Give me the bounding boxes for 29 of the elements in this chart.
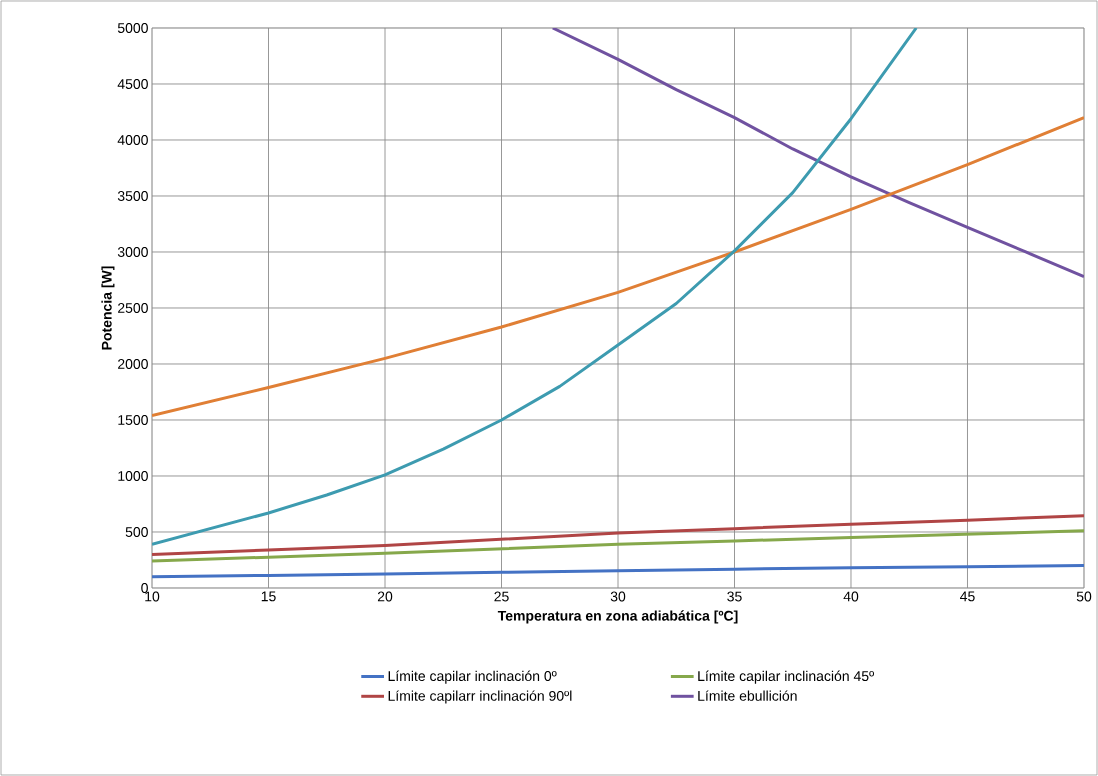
- x-tick-label: 30: [610, 591, 626, 602]
- y-tick-label: 500: [125, 527, 148, 537]
- y-tick-label: 3500: [117, 191, 148, 201]
- x-tick-label: 45: [960, 591, 975, 602]
- y-tick-label: 3000: [117, 247, 148, 257]
- legend-label: Límite capilarr inclinación 90ºl: [388, 690, 572, 704]
- x-tick-label: 25: [494, 591, 509, 602]
- x-axis-title: Temperatura en zona adiabática [ºC]: [497, 610, 738, 624]
- x-tick-label: 50: [1076, 591, 1092, 602]
- y-tick-label: 4000: [117, 135, 148, 145]
- x-tick-label: 35: [727, 591, 742, 602]
- line-series: [152, 564, 1084, 579]
- x-tick-label: 10: [145, 591, 160, 602]
- y-tick-label: 4500: [117, 79, 148, 89]
- y-tick-label: 2000: [118, 359, 148, 369]
- y-tick-label: 0: [141, 583, 148, 593]
- legend-label: Límite ebullición: [698, 690, 797, 701]
- y-tick-label: 1500: [118, 415, 148, 425]
- legend-label: Límite capilar inclinación 0º: [388, 670, 557, 684]
- y-tick-label: 5000: [117, 23, 148, 33]
- x-tick-label: 15: [261, 591, 276, 602]
- y-axis-title: Potencia [W]: [101, 266, 115, 350]
- x-tick-label: 20: [377, 591, 393, 602]
- y-tick-label: 1000: [118, 471, 148, 481]
- line-series: [551, 27, 1084, 279]
- y-tick-label: 2500: [118, 303, 148, 313]
- x-tick-label: 40: [843, 591, 859, 602]
- legend-label: Límite capilar inclinación 45º: [698, 670, 875, 684]
- line-series: [152, 116, 1084, 418]
